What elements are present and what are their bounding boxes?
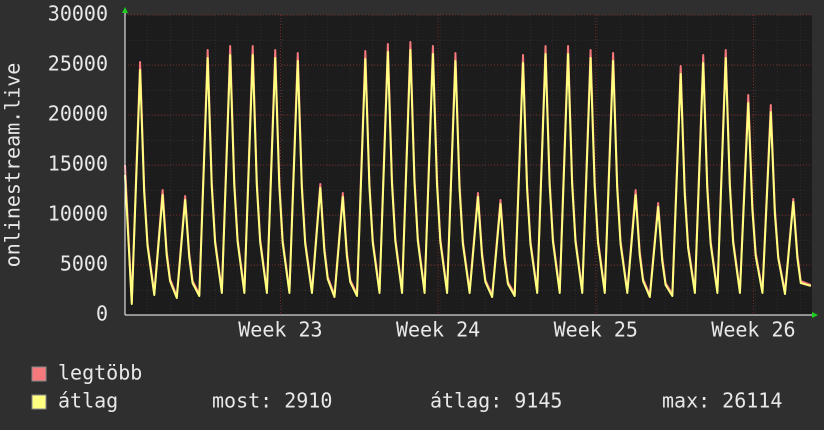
x-tick-label: Week 24	[396, 318, 480, 342]
lines	[124, 41, 812, 305]
minor-grid	[125, 15, 812, 315]
y-tick-label: 10000	[48, 202, 108, 226]
y-tick-label: 20000	[48, 102, 108, 126]
legend-label: legtöbb	[58, 361, 142, 385]
y-tick-label: 0	[96, 302, 108, 326]
stat-label: most:	[212, 389, 272, 413]
x-tick-label: Week 23	[238, 318, 322, 342]
x-arrow	[812, 312, 818, 318]
y-tick-label: 5000	[60, 252, 108, 276]
series-line	[124, 49, 812, 305]
x-tick-label: Week 25	[554, 318, 638, 342]
stat-value: 26114	[722, 389, 782, 413]
x-tick-label: Week 26	[711, 318, 795, 342]
stat-value: 2910	[284, 389, 332, 413]
stat-label: max:	[662, 389, 710, 413]
y-axis-label: onlinestream.live	[1, 63, 25, 268]
stat-value: 9145	[514, 389, 562, 413]
y-arrow	[122, 7, 128, 13]
legend-swatch	[31, 394, 47, 410]
y-tick-label: 25000	[48, 52, 108, 76]
stat-label: átlag:	[430, 389, 502, 413]
legend-label: átlag	[58, 389, 118, 413]
y-tick-label: 15000	[48, 152, 108, 176]
y-tick-label: 30000	[48, 2, 108, 26]
ticks: 0 5000 10000 15000 20000 25000 30000 Week 23 Wee…	[48, 2, 796, 342]
legend-swatch	[31, 366, 47, 382]
legend: legtöbb átlag most: 2910 átlag: 9145 max: 26114	[31, 361, 782, 413]
